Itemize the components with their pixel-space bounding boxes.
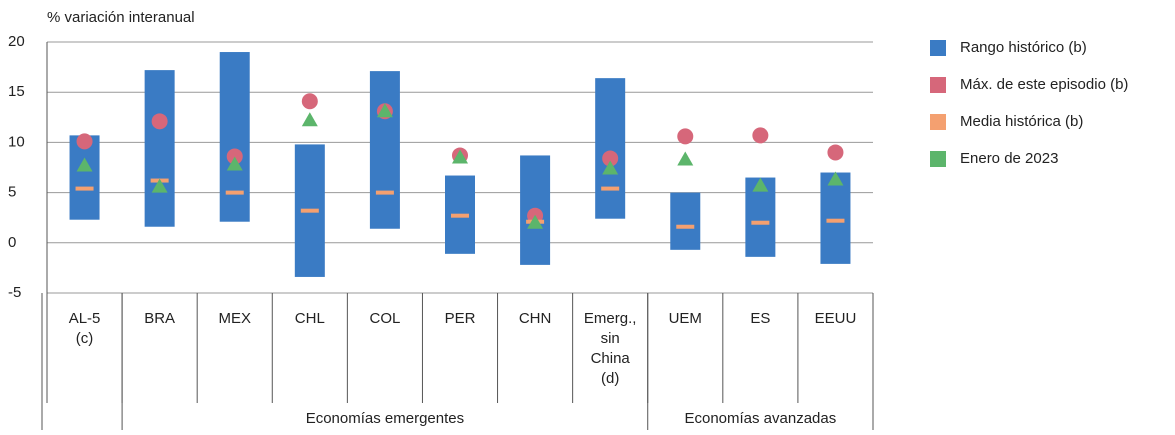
max-marker [151, 113, 168, 130]
range-bar [219, 52, 250, 222]
x-tick-label: CHN [519, 310, 552, 327]
mean-marker [751, 220, 770, 225]
group-label: Economías emergentes [306, 410, 464, 427]
y-tick-label: 10 [8, 133, 25, 150]
legend-label: Enero de 2023 [960, 150, 1058, 167]
group-label: Economías avanzadas [684, 410, 836, 427]
legend-swatch [930, 151, 946, 167]
jan-marker [452, 149, 468, 164]
max-marker [827, 144, 844, 161]
jan-marker [376, 103, 393, 118]
x-tick-label: EEUU [815, 310, 857, 327]
max-marker [76, 133, 93, 150]
jan-marker [151, 178, 168, 193]
y-tick-label: 0 [8, 234, 16, 251]
jan-marker [752, 177, 769, 192]
x-tick-label: CHL [295, 310, 325, 327]
jan-marker [301, 112, 318, 127]
range-bar [369, 71, 400, 229]
max-marker [677, 128, 694, 145]
mean-marker [451, 213, 469, 218]
jan-marker [226, 156, 243, 171]
range-bar [595, 78, 626, 219]
max-marker [226, 148, 243, 165]
x-tick-label: Emerg., sin China (d) [584, 310, 637, 387]
jan-marker [827, 171, 844, 186]
y-tick-label: 15 [8, 83, 25, 100]
x-tick-label: MEX [218, 310, 251, 327]
y-tick-label: 20 [8, 33, 25, 50]
legend-swatch [930, 40, 946, 56]
mean-marker [601, 186, 620, 191]
max-marker [602, 150, 619, 167]
legend-label: Máx. de este episodio (b) [960, 76, 1128, 93]
range-bar [670, 192, 701, 250]
y-tick-label: 5 [8, 184, 16, 201]
legend-swatch [930, 114, 946, 130]
range-bar [820, 172, 851, 264]
mean-marker [826, 218, 845, 223]
jan-marker [527, 214, 544, 229]
jan-marker [602, 160, 619, 175]
max-marker [301, 93, 318, 110]
jan-marker [677, 151, 694, 166]
mean-marker [225, 190, 244, 195]
x-tick-label: ES [750, 310, 770, 327]
x-tick-label: BRA [144, 310, 175, 327]
jan-marker [76, 157, 93, 172]
max-marker [752, 127, 769, 144]
mean-marker [375, 190, 394, 195]
range-bar [69, 135, 100, 220]
mean-marker [75, 186, 94, 191]
y-axis-title: % variación interanual [47, 9, 195, 26]
x-tick-label: AL-5 (c) [69, 310, 101, 347]
range-bar [144, 70, 175, 227]
mean-marker [300, 208, 319, 213]
x-tick-label: COL [369, 310, 400, 327]
legend-swatch [930, 77, 946, 93]
x-tick-label: PER [445, 310, 476, 327]
mean-marker [676, 224, 695, 229]
legend-label: Rango histórico (b) [960, 39, 1087, 56]
y-tick-label: -5 [8, 284, 21, 301]
x-tick-label: UEM [669, 310, 702, 327]
legend-label: Media histórica (b) [960, 113, 1083, 130]
